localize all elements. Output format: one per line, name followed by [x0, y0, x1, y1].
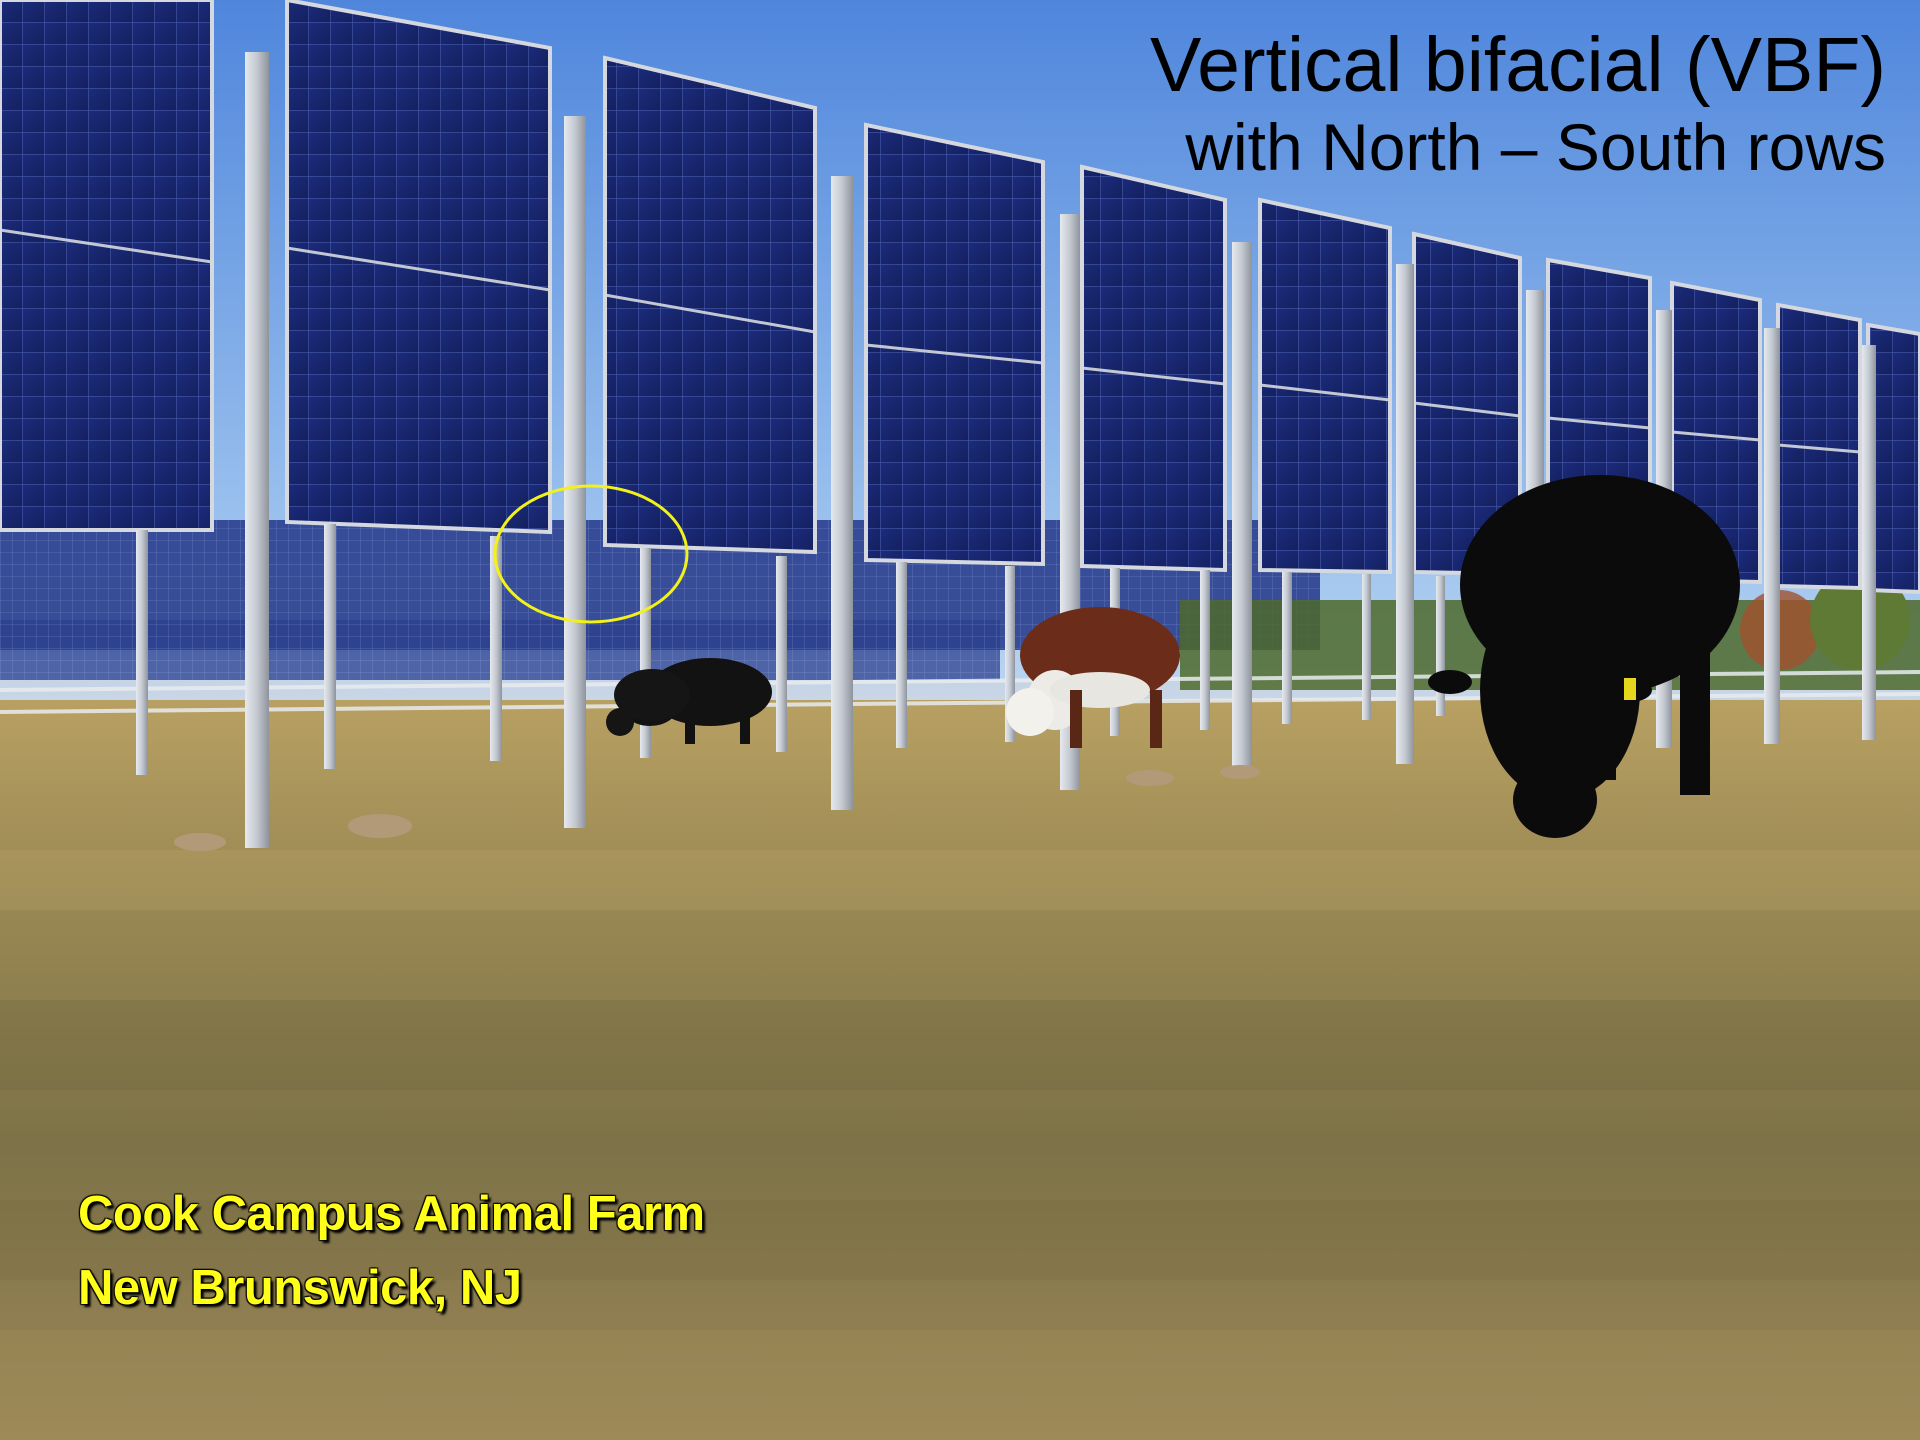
grass-texture	[0, 850, 1920, 1440]
title-line-1: Vertical bifacial (VBF)	[1149, 22, 1886, 108]
cow-hereford	[1006, 607, 1180, 748]
stones	[174, 765, 1260, 851]
caption-line-2: New Brunswick, NJ	[78, 1260, 522, 1315]
title-line-2: with North – South rows	[1185, 109, 1886, 184]
caption-line-1: Cook Campus Animal Farm	[78, 1187, 705, 1241]
highlight-ellipse	[493, 484, 689, 624]
location-caption: Cook Campus Animal Farm New Brunswick, N…	[78, 1178, 705, 1325]
cow-black-foreground	[1428, 475, 1740, 838]
grass-field	[0, 700, 1920, 1440]
solar-panel-rows	[0, 0, 1920, 595]
cow-black-small-left	[606, 669, 690, 736]
slide-title: Vertical bifacial (VBF) with North – Sou…	[1150, 22, 1886, 185]
